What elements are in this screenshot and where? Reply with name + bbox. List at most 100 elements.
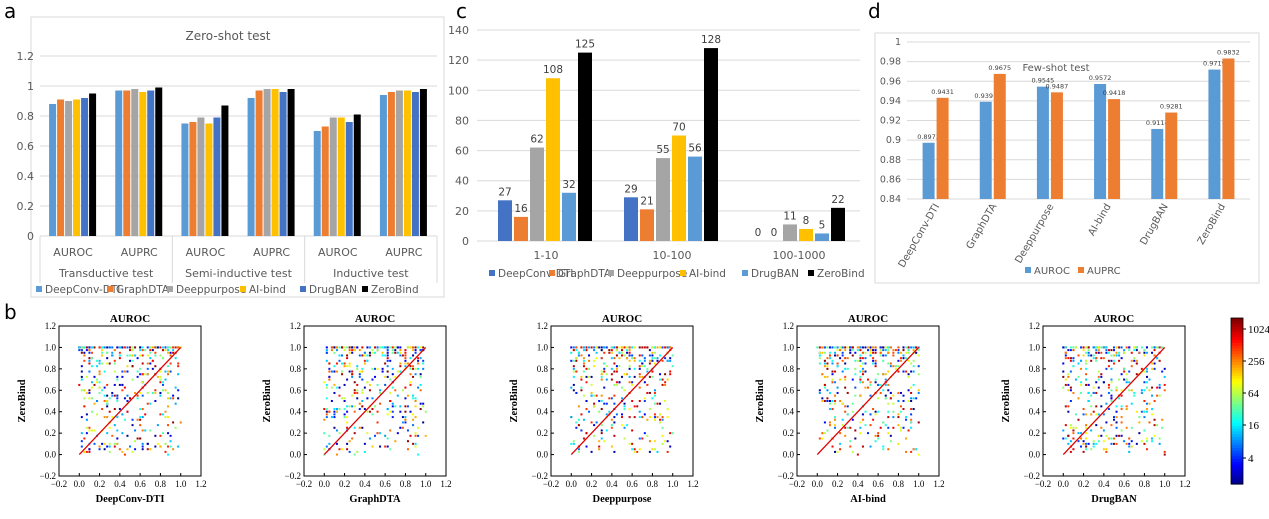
scatter-point	[139, 391, 142, 394]
scatter-point	[580, 389, 583, 392]
scatter-point	[1072, 429, 1075, 432]
scatter-point	[144, 373, 147, 376]
scatter-point	[1115, 442, 1118, 445]
scatter-point	[328, 367, 331, 370]
scatter-point	[869, 354, 872, 357]
scatter-point	[1062, 386, 1065, 389]
scatter-point	[101, 351, 104, 354]
scatter-point	[1128, 445, 1131, 448]
scatter-point	[116, 442, 119, 445]
scatter-point	[851, 418, 854, 421]
scatter-point	[154, 346, 157, 349]
scatter-point	[1085, 346, 1088, 349]
scatter-point	[1115, 410, 1118, 413]
scatter-point	[409, 381, 412, 384]
bar-auprc	[1222, 58, 1235, 199]
scatter-point	[823, 375, 826, 378]
data-label: 27	[498, 186, 511, 198]
scatter-point	[141, 394, 144, 397]
scatter-point	[1092, 442, 1095, 445]
scatter-point	[376, 421, 379, 424]
scatter-point	[106, 405, 109, 408]
scatter-point	[1087, 391, 1090, 394]
scatter-point	[167, 453, 170, 456]
scatter-point	[621, 351, 623, 354]
scatter-point	[167, 349, 170, 352]
scatter-point	[106, 445, 109, 448]
scatter-point	[839, 349, 842, 352]
scatter-point	[113, 383, 116, 386]
scatter-point	[623, 405, 626, 408]
scatter-point	[333, 416, 336, 419]
scatter-point	[872, 408, 875, 411]
scatter-point	[643, 381, 646, 384]
scatter-point	[910, 362, 913, 365]
scatter-point	[623, 373, 626, 376]
scatter-point	[399, 362, 402, 365]
x-tick-label: 0.4	[114, 479, 126, 489]
scatter-point	[1085, 351, 1088, 354]
scatter-point	[1145, 351, 1148, 354]
scatter-point	[90, 397, 93, 400]
scatter-point	[593, 434, 596, 437]
scatter-point	[897, 416, 900, 419]
scatter-point	[113, 408, 116, 411]
y-tick-label: 1.2	[17, 50, 35, 63]
bar-zerobind	[89, 93, 97, 236]
bar-zerobind	[221, 105, 229, 236]
colorbar-tick-label: 64	[1248, 388, 1260, 400]
data-label: 0.9281	[1160, 103, 1183, 111]
y-tick-label: 0.2	[1029, 428, 1040, 438]
scatter-point	[353, 410, 356, 413]
scatter-point	[671, 432, 674, 435]
scatter-point	[85, 413, 88, 416]
scatter-point	[641, 375, 644, 378]
scatter-point	[167, 445, 170, 448]
legend-label: AUROC	[1034, 266, 1070, 277]
scatter-point	[613, 450, 616, 453]
scatter-point	[121, 432, 124, 435]
scatter-point	[1102, 440, 1105, 443]
scatter-point	[161, 357, 164, 360]
scatter-point	[123, 346, 126, 349]
scatter-point	[633, 367, 636, 370]
scatter-point	[867, 349, 869, 352]
scatter-point	[593, 349, 596, 352]
scatter-point	[404, 349, 407, 352]
scatter-point	[593, 402, 596, 405]
scatter-point	[610, 445, 613, 448]
y-tick-label: 0.8	[783, 364, 795, 374]
scatter-point	[325, 416, 328, 419]
scatter-point	[85, 349, 88, 352]
x-tick-label: 1.0	[420, 479, 432, 489]
scatter-point	[915, 346, 918, 349]
scatter-point	[368, 383, 371, 386]
scatter-point	[1107, 391, 1110, 394]
scatter-point	[93, 383, 96, 386]
scatter-point	[600, 424, 603, 427]
bar-auprc	[993, 73, 1006, 199]
colorbar-segment	[1231, 401, 1243, 405]
scatter-point	[600, 375, 603, 378]
scatter-point	[621, 424, 623, 427]
scatter-point	[836, 354, 839, 357]
scatter-point	[828, 351, 831, 354]
scatter-point	[108, 445, 111, 448]
x-tick-label: 1.2	[687, 479, 698, 489]
scatter-point	[113, 424, 116, 427]
scatter-point	[603, 386, 606, 389]
scatter-point	[834, 400, 837, 402]
scatter-point	[368, 389, 371, 392]
scatter-point	[1087, 400, 1090, 402]
scatter-point	[600, 370, 603, 373]
x-tick-label: 0.2	[94, 479, 105, 489]
x-tick-label: 0.2	[339, 479, 350, 489]
scatter-point	[861, 370, 864, 373]
scatter-point	[366, 397, 369, 400]
scatter-point	[1102, 357, 1105, 360]
scatter-point	[343, 413, 346, 416]
scatter-point	[1069, 386, 1072, 389]
scatter-point	[374, 367, 376, 370]
scatter-point	[343, 365, 346, 368]
